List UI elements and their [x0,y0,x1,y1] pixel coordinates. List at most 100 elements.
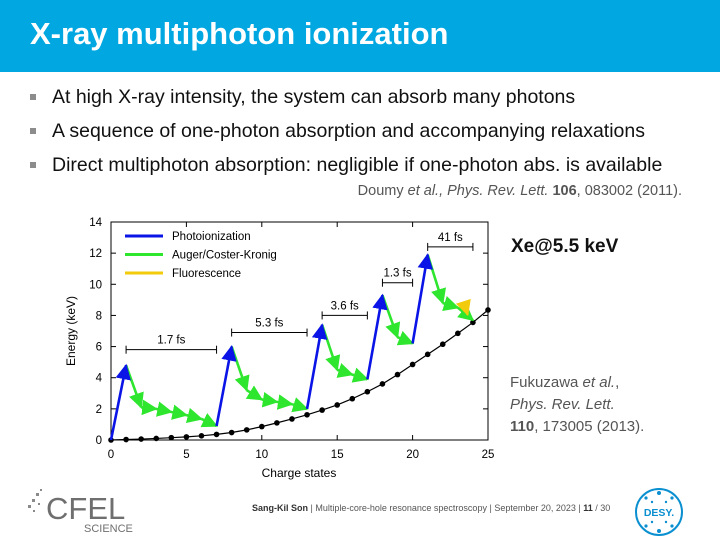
auger-arrow [426,254,447,305]
time-span-label: 5.3 fs [255,318,283,330]
x-tick-label: 15 [331,449,344,461]
ground-state-point [243,427,250,433]
cfel-subtitle: SCIENCE [84,523,133,535]
y-tick-label: 6 [96,342,102,354]
legend-label: Auger/Coster-Kronig [172,250,277,262]
x-tick-label: 10 [255,449,268,461]
auger-arrow [261,391,279,408]
ground-state-point [213,431,220,438]
ground-state-point [455,330,461,337]
slide-footer: Sang-Kil Son | Multiple-core-hole resona… [252,503,611,513]
auger-arrow [200,412,218,428]
title-bar: X-ray multiphoton ionization [0,0,720,72]
legend-label: Photoionization [172,231,251,243]
auger-arrow [396,330,415,346]
photoionization-arrow [305,323,328,410]
ref-journal: Phys. Rev. Lett. [510,396,615,413]
bullet-marker [30,162,36,168]
auger-arrow [141,399,158,416]
auger-arrow [442,296,460,311]
reference-fukuzawa: Fukuzawa et al., Phys. Rev. Lett. 110, 1… [510,372,644,438]
auger-arrow [245,385,264,401]
ground-state-point [334,402,341,408]
photoionization-arrow [411,253,434,344]
ref-author: Fukuzawa [510,374,583,391]
reference-doumy: Doumy et al., Phys. Rev. Lett. 106, 0830… [358,183,682,199]
bullet-text: At high X-ray intensity, the system can … [52,86,576,108]
energy-vs-charge-chart: 0 5 10 15 20 25 0 2 4 6 8 10 12 14 1.7 fs 5.3 fs 3.6 fs… [64,217,494,480]
ground-state-series [108,307,491,443]
bullet-item-2: A sequence of one-photon absorption and … [30,120,710,142]
footer-talk-title: Multiple-core-hole resonance spectroscop… [315,503,487,513]
ground-state-point [349,395,356,402]
time-annotations: 1.7 fs 5.3 fs 3.6 fs 1.3 fs 41 fs [125,232,474,354]
x-tick-label: 20 [406,449,419,461]
auger-arrow [155,401,173,417]
photoionization-arrow [366,293,388,380]
ground-state-point [259,423,265,430]
plot-frame [110,221,489,441]
ref-rest: , 173005 (2013). [534,418,645,435]
y-tick-label: 10 [89,279,102,291]
ground-state-point [364,388,371,395]
auger-arrow [320,324,341,372]
ref-volume: 110 [510,418,535,435]
auger-arrow [124,364,144,409]
ground-state-point [485,307,491,313]
bullet-list: At high X-ray intensity, the system can … [30,86,710,188]
ground-state-point [439,341,446,348]
x-axis-label: Charge states [262,466,337,480]
ground-state-point [168,434,175,441]
y-tick-label: 0 [96,435,102,447]
y-tick-label: 2 [96,404,102,416]
bullet-text: Direct multiphoton absorption: negligibl… [52,154,663,176]
y-axis-label: Energy (keV) [64,296,78,366]
ground-state-point [153,435,160,442]
ground-state-point [183,434,190,440]
ground-state-point [394,371,401,378]
ref-comma: , [615,374,620,391]
chart-legend: Photoionization Auger/Coster-Kronig Fluore… [125,231,277,280]
transition-arrows [109,253,475,441]
ground-state-line [110,309,489,441]
cfel-wordmark: CFEL [46,491,125,526]
ref-journal: Phys. Rev. Lett. [447,183,549,199]
auger-arrow [351,367,369,383]
x-tick-label: 25 [482,449,495,461]
auger-arrow [276,394,294,410]
ground-state-point [198,432,205,439]
bullet-marker [30,94,36,100]
auger-arrow [185,407,203,424]
x-tick-label: 5 [183,449,189,461]
bullet-item-3: Direct multiphoton absorption: negligibl… [30,154,710,176]
cfel-logo: CFEL SCIENCE [28,489,133,535]
ground-state-point [424,351,431,358]
footer-page-total: / 30 [595,503,611,513]
footer-page-number: 11 [583,503,593,513]
time-span-label: 1.3 fs [383,268,411,280]
time-span-label: 3.6 fs [331,300,359,312]
ground-state-point [319,407,325,413]
y-tick-label: 8 [96,310,102,322]
auger-arrow [381,294,401,339]
axis-ticks: 0 5 10 15 20 25 0 2 4 6 8 10 12 14 [89,217,494,461]
footer-author: Sang-Kil Son [252,503,308,513]
y-tick-label: 4 [96,373,103,385]
ground-state-point [123,436,129,443]
y-tick-label: 14 [89,217,102,229]
auger-arrow [291,397,309,413]
auger-arrow [336,362,354,378]
fluorescence-arrow [455,298,471,317]
ref-etal: et al., [407,183,444,199]
y-tick-label: 12 [89,248,102,260]
time-span-label: 41 fs [438,232,463,244]
footer-date: September 20, 2023 [494,503,576,513]
desy-wordmark: DESY. [644,507,674,519]
legend-label: Fluorescence [172,268,241,280]
ground-state-point [228,429,235,436]
time-span-label: 1.7 fs [157,335,185,347]
ground-state-point [470,319,476,326]
ref-rest: , 083002 (2011). [576,183,682,199]
ref-etal: et al. [582,374,616,391]
bullet-marker [30,128,36,134]
